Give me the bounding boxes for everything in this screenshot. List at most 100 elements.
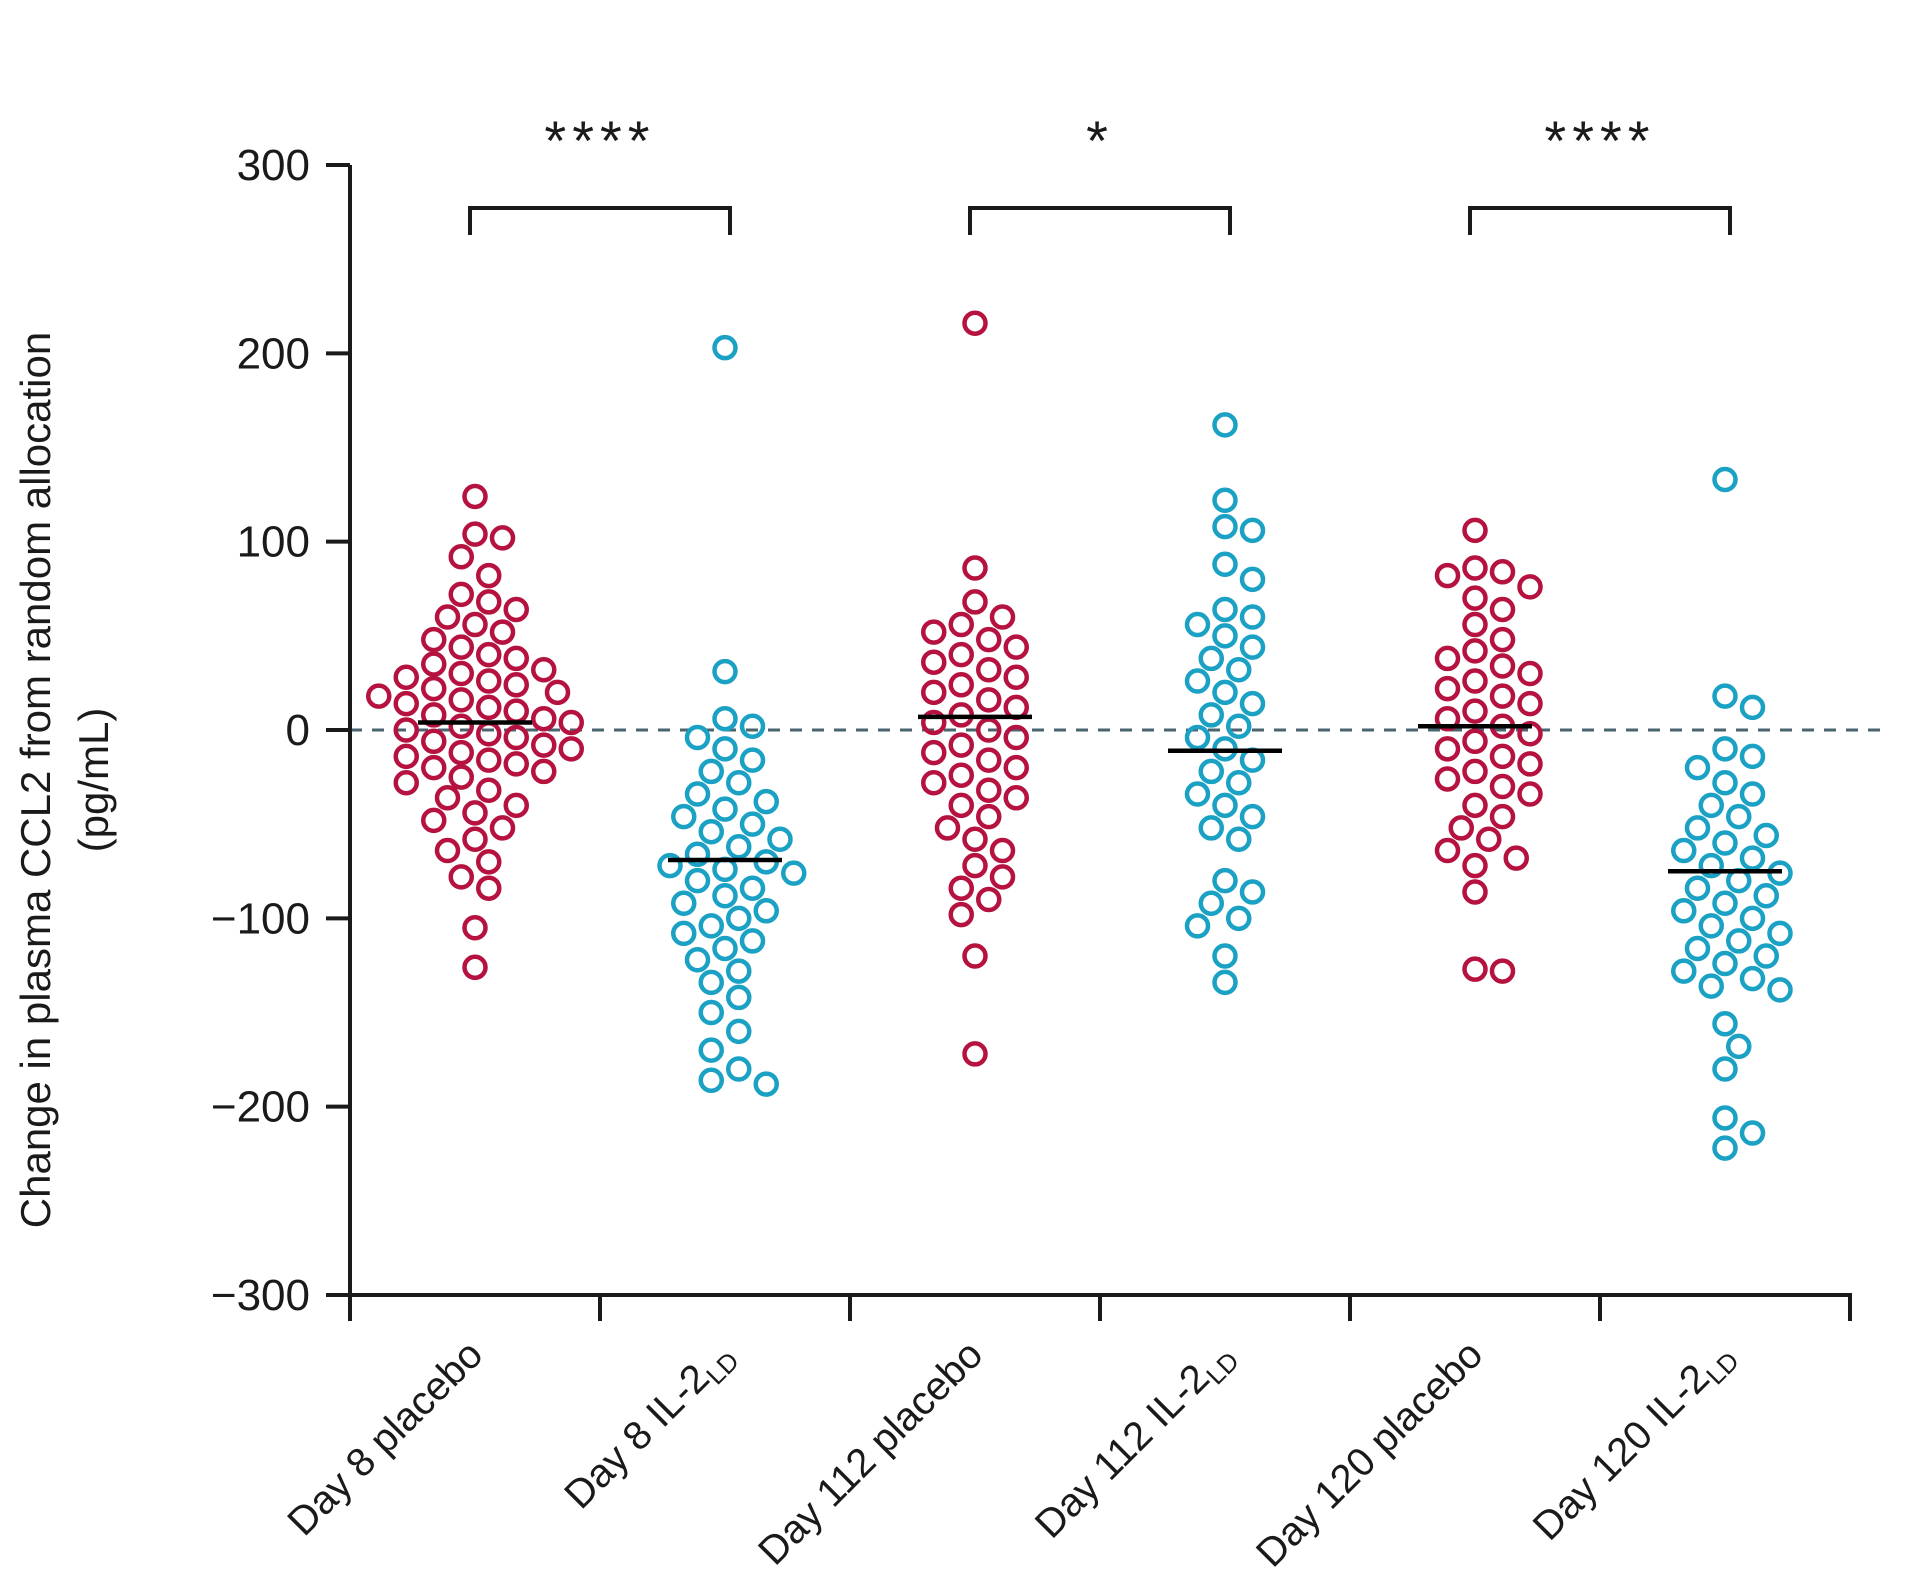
data-point bbox=[767, 826, 793, 852]
data-point bbox=[1671, 958, 1697, 984]
data-point bbox=[739, 928, 766, 954]
data-point bbox=[1712, 1105, 1738, 1131]
data-point bbox=[1462, 728, 1488, 755]
data-point bbox=[1434, 645, 1461, 672]
data-point bbox=[712, 736, 738, 762]
y-tick-label: −200 bbox=[211, 1083, 310, 1132]
data-point bbox=[1712, 736, 1738, 762]
data-point bbox=[421, 675, 447, 702]
data-point bbox=[921, 679, 947, 706]
data-point bbox=[421, 728, 447, 755]
data-point bbox=[1684, 815, 1711, 841]
data-point bbox=[1712, 683, 1738, 709]
data-point bbox=[1726, 1033, 1752, 1060]
data-point bbox=[671, 920, 697, 947]
data-point bbox=[1184, 781, 1211, 807]
data-point bbox=[503, 751, 529, 777]
data-point bbox=[1476, 826, 1502, 852]
data-point bbox=[1739, 743, 1766, 770]
data-point bbox=[421, 651, 447, 677]
data-point bbox=[1712, 466, 1738, 493]
x-category-label: Day 120 IL-2LD bbox=[1525, 1332, 1745, 1552]
data-point bbox=[462, 800, 488, 826]
data-point bbox=[434, 837, 461, 864]
x-category-label-main: Day 112 placebo bbox=[750, 1332, 991, 1573]
data-point bbox=[1489, 773, 1516, 800]
x-category-label-main: Day 120 placebo bbox=[1248, 1332, 1491, 1575]
x-category-label-main: Day 112 IL-2 bbox=[1027, 1356, 1218, 1547]
x-category-label-main: Day 8 placebo bbox=[279, 1332, 491, 1544]
x-category-label-main: Day 8 IL-2 bbox=[556, 1356, 718, 1518]
significance-bracket bbox=[968, 206, 1232, 235]
data-point bbox=[1239, 690, 1266, 717]
data-point bbox=[462, 826, 488, 852]
data-point bbox=[712, 796, 738, 822]
data-point bbox=[1434, 766, 1461, 792]
data-point bbox=[531, 758, 557, 785]
data-point bbox=[962, 1041, 988, 1067]
data-point bbox=[726, 958, 752, 984]
data-point bbox=[1462, 852, 1488, 879]
data-point bbox=[698, 969, 724, 996]
x-category-label-main: Day 120 IL-2 bbox=[1525, 1356, 1718, 1549]
data-point bbox=[976, 803, 1002, 830]
data-point bbox=[921, 619, 947, 645]
data-point bbox=[1698, 852, 1724, 879]
data-point bbox=[1489, 559, 1516, 585]
data-point bbox=[434, 604, 461, 630]
data-point bbox=[1489, 683, 1516, 709]
data-point bbox=[393, 690, 419, 717]
data-point bbox=[476, 721, 502, 747]
data-point bbox=[1212, 596, 1238, 623]
x-category-label: Day 8 IL-2LD bbox=[556, 1332, 745, 1521]
data-point bbox=[448, 739, 474, 766]
data-point bbox=[948, 901, 974, 928]
data-point bbox=[1712, 950, 1738, 977]
data-point bbox=[1517, 660, 1543, 687]
data-point bbox=[476, 747, 502, 773]
data-point bbox=[1712, 1011, 1738, 1037]
data-point bbox=[1739, 694, 1766, 721]
data-point bbox=[476, 589, 502, 615]
data-point bbox=[1462, 792, 1488, 819]
data-point bbox=[1226, 713, 1252, 739]
data-point bbox=[1712, 830, 1738, 856]
data-point bbox=[503, 645, 529, 672]
data-point bbox=[1767, 920, 1793, 947]
data-point bbox=[476, 641, 502, 668]
data-point bbox=[1726, 928, 1752, 954]
data-point bbox=[1739, 781, 1766, 807]
data-point bbox=[448, 864, 474, 890]
data-point bbox=[753, 788, 779, 815]
data-point bbox=[448, 764, 474, 790]
data-point bbox=[1671, 898, 1697, 924]
data-point bbox=[1517, 690, 1543, 717]
data-point bbox=[1434, 562, 1461, 589]
data-point bbox=[531, 732, 557, 758]
axes-group: 300 200 100 0 −100 −200 −300 bbox=[211, 141, 1852, 1321]
data-point bbox=[476, 668, 502, 694]
data-point bbox=[698, 1067, 724, 1094]
data-point bbox=[1489, 653, 1516, 679]
data-point bbox=[1698, 973, 1724, 999]
data-point bbox=[1184, 913, 1211, 939]
data-point bbox=[1712, 769, 1738, 796]
data-point bbox=[753, 898, 779, 924]
data-point bbox=[1184, 668, 1211, 694]
data-point bbox=[421, 807, 447, 834]
data-point bbox=[726, 984, 752, 1011]
data-point bbox=[989, 604, 1016, 630]
data-point bbox=[558, 709, 584, 736]
y-tick-label: −300 bbox=[211, 1271, 310, 1320]
significance-brackets-group: **** * **** bbox=[468, 109, 1732, 235]
data-point bbox=[989, 864, 1016, 890]
data-point bbox=[698, 913, 724, 939]
data-point bbox=[421, 626, 447, 653]
data-point bbox=[1517, 721, 1543, 747]
significance-bracket bbox=[1468, 206, 1732, 235]
x-category-label: Day 112 IL-2LD bbox=[1027, 1332, 1245, 1550]
data-point bbox=[1239, 634, 1266, 660]
data-point bbox=[1434, 837, 1461, 864]
data-point bbox=[1212, 867, 1238, 894]
data-point bbox=[366, 683, 392, 709]
